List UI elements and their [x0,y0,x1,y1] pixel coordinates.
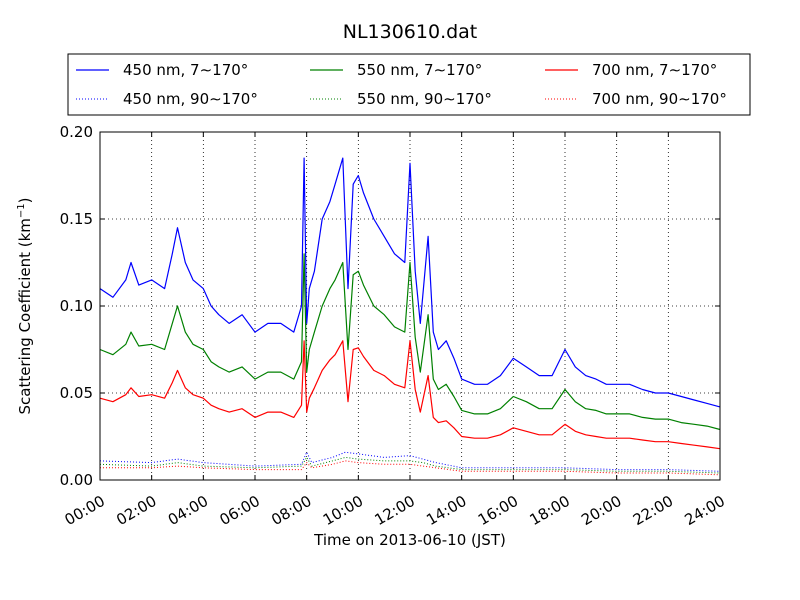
chart-title: NL130610.dat [343,21,478,43]
y-tick-label: 0.00 [60,471,93,489]
grid [100,132,720,480]
series-line-2 [99,253,721,431]
series-layer [99,157,721,476]
legend-label: 450 nm, 90∼170° [123,90,258,108]
y-axis-label-sup: −1 [16,203,27,218]
y-tick-label: 0.10 [60,297,93,315]
series-line-3 [99,340,721,450]
y-axis-label-close: ) [16,197,34,203]
y-tick-label: 0.05 [60,384,93,402]
legend-label: 450 nm, 7∼170° [123,61,248,79]
y-axis-label: Scattering Coefficient (km−1) [16,197,34,414]
series-line-6 [100,460,721,476]
series-line-5 [99,456,721,474]
series-line-1 [99,157,721,408]
y-tick-label: 0.20 [60,123,93,141]
y-tick-label: 0.15 [60,210,93,228]
x-axis-label: Time on 2013-06-10 (JST) [313,531,506,549]
legend-label: 700 nm, 7∼170° [592,61,717,79]
legend-label: 700 nm, 90∼170° [592,90,727,108]
legend-label: 550 nm, 90∼170° [357,90,492,108]
legend: 450 nm, 7∼170° 550 nm, 7∼170° 700 nm, 7∼17… [67,53,751,116]
legend-label: 550 nm, 7∼170° [357,61,482,79]
y-axis-label-text: Scattering Coefficient (km [16,218,34,414]
